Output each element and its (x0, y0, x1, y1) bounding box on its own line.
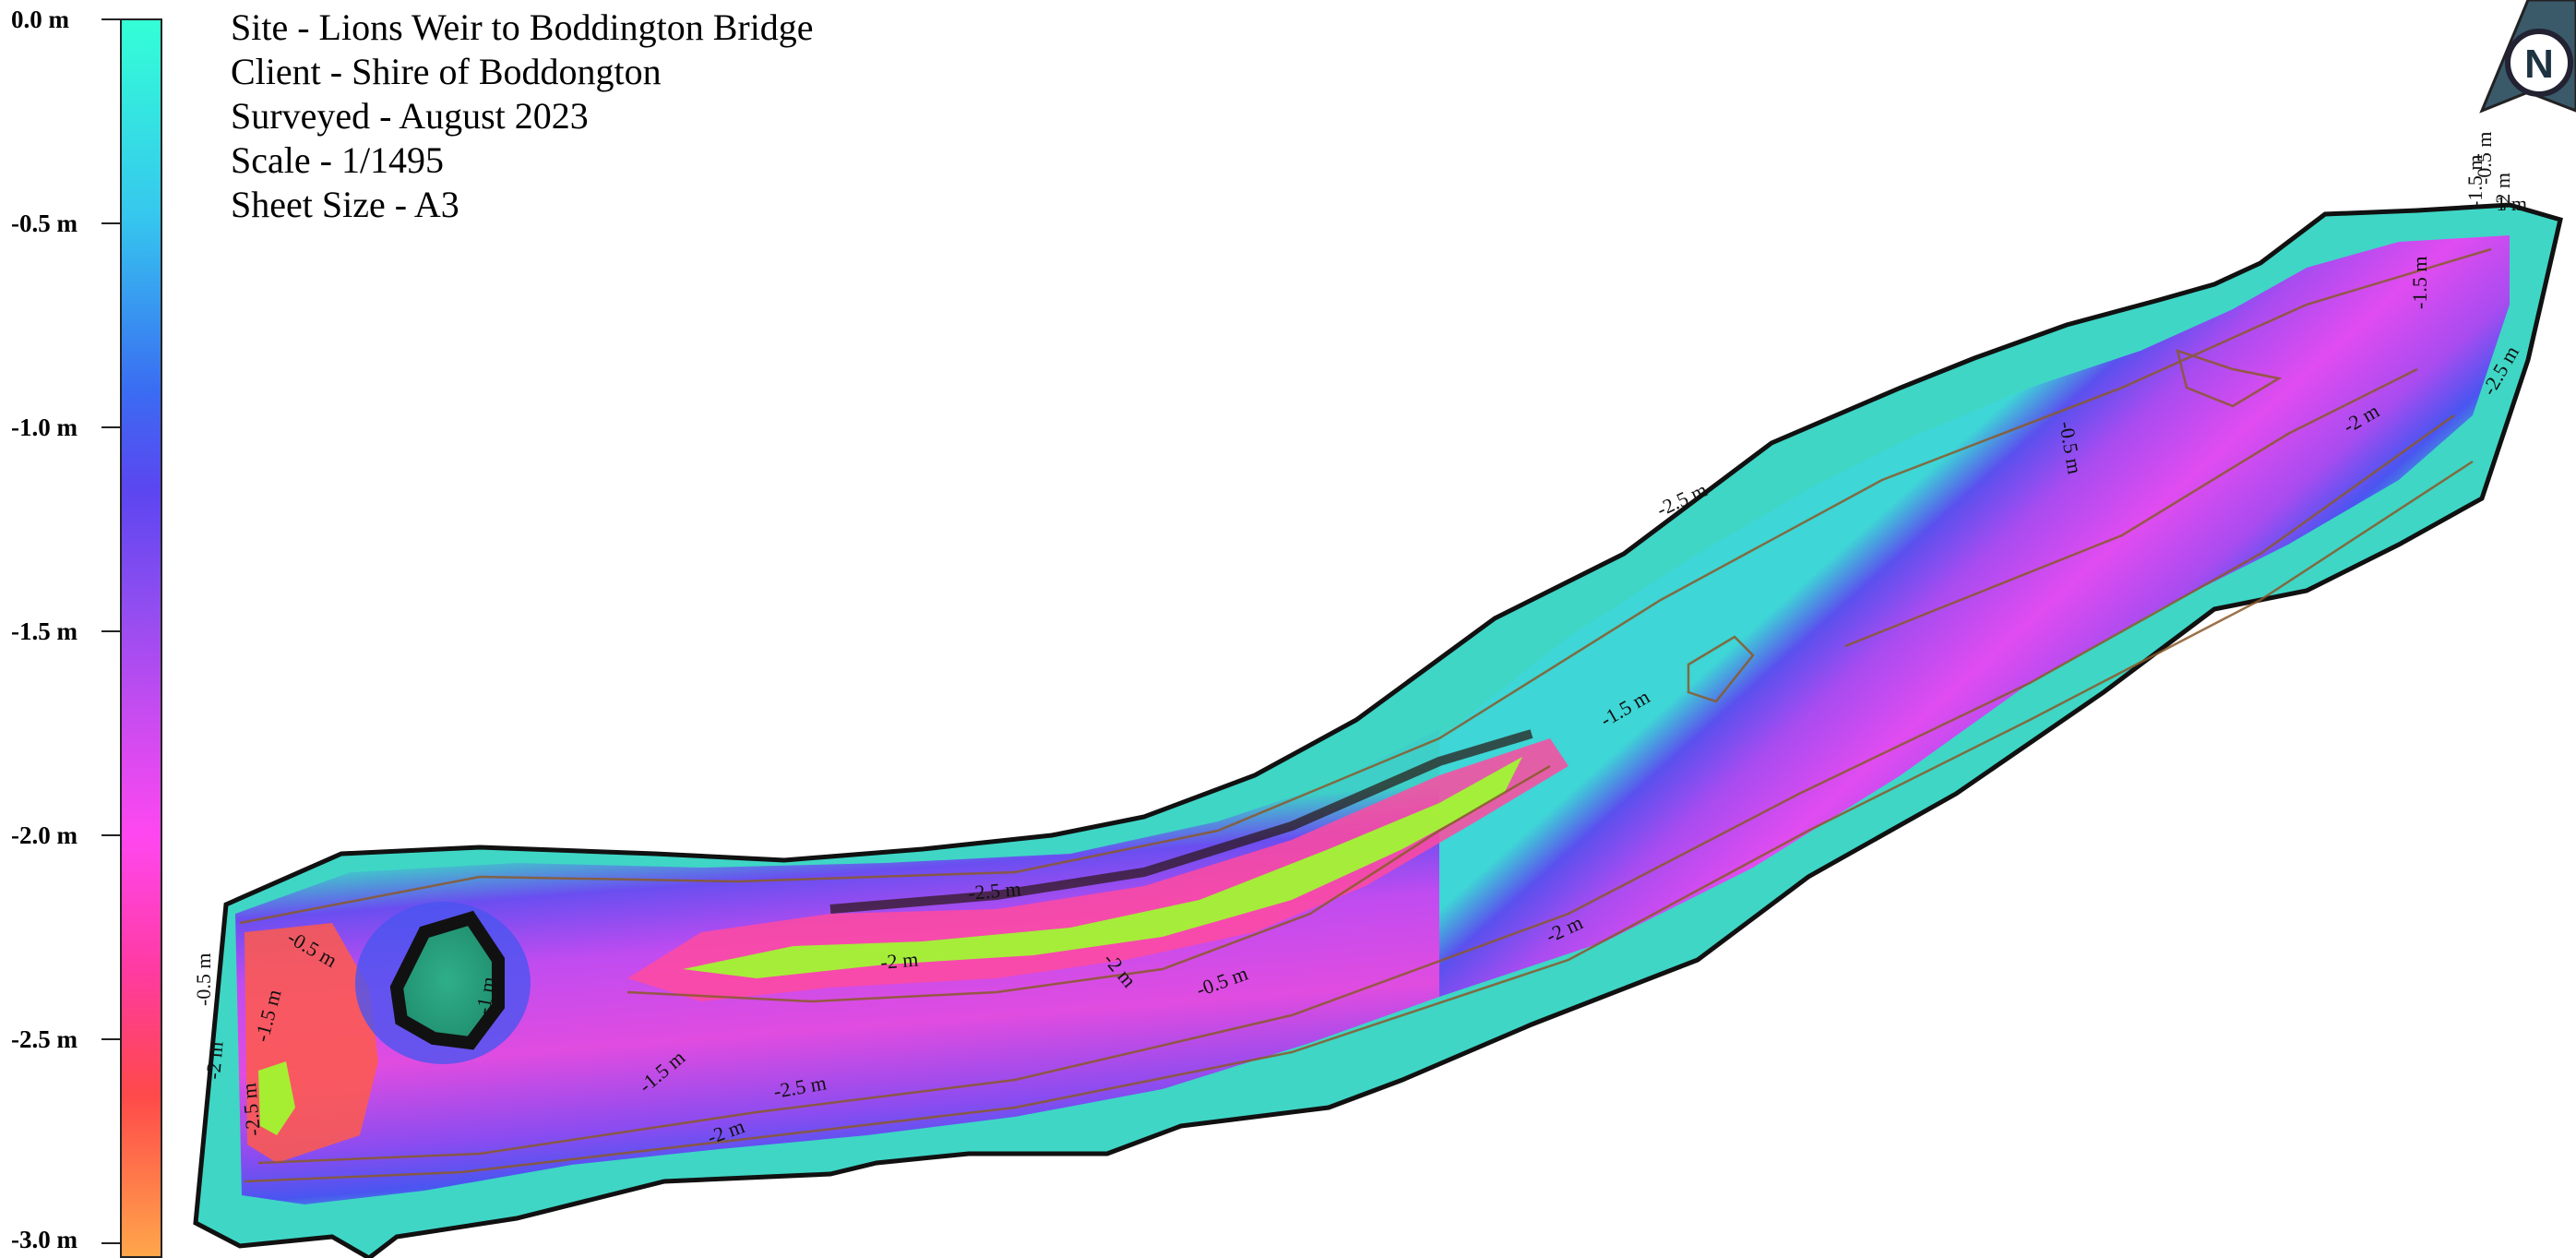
client-text: Client - Shire of Boddongton (231, 51, 662, 92)
north-arrow-icon: N (2479, 0, 2576, 114)
legend-tick-label: -1.0 m (11, 413, 78, 441)
contour-label: -2 m (201, 1040, 227, 1080)
island (389, 910, 505, 1050)
legend-tick-label: -3.0 m (11, 1226, 78, 1253)
legend-tick-label: -1.5 m (11, 617, 78, 645)
contour-label: -2 m (2491, 173, 2514, 210)
site-text: Site - Lions Weir to Boddington Bridge (231, 6, 814, 48)
surveyed-text: Surveyed - August 2023 (231, 95, 589, 137)
river-deep-east (1310, 235, 2510, 1024)
legend-tick (101, 1242, 120, 1244)
deep-trench-core (683, 757, 1522, 978)
contour-label: -1.5 m (2463, 155, 2487, 208)
north-letter: N (2524, 42, 2554, 87)
legend-tick-label: -0.5 m (11, 210, 78, 237)
legend-tick (101, 630, 120, 632)
survey-info-block: Site - Lions Weir to Boddington Bridge C… (231, 6, 814, 227)
depth-color-scale (120, 18, 162, 1258)
scale-text: Scale - 1/1495 (231, 139, 445, 181)
legend-tick-label: -2.0 m (11, 821, 78, 849)
legend-tick (101, 1038, 120, 1040)
deep-trench (627, 738, 1568, 1001)
sheet-size-text: Sheet Size - A3 (231, 184, 459, 225)
west-green-pocket (258, 1061, 295, 1135)
contour-label: -2.5 m (237, 1082, 265, 1136)
contour-label: -0.5 m (192, 953, 215, 1006)
contour-label: -1.5 m (2408, 257, 2431, 309)
legend-tick-label: 0.0 m (11, 6, 69, 33)
legend-tick (101, 834, 120, 836)
contour-label: -1 m (2489, 192, 2527, 215)
trench-dark-edge (829, 729, 1533, 914)
legend-tick-label: -2.5 m (11, 1025, 78, 1053)
contour-lines (239, 247, 2492, 1183)
contour-label: -0.5 m (2473, 132, 2496, 185)
contour-label: -2.5 m (967, 877, 1021, 905)
legend-tick (101, 222, 120, 224)
legend-tick (101, 426, 120, 428)
legend-tick (101, 18, 120, 20)
contour-label: -2 m (879, 948, 919, 974)
